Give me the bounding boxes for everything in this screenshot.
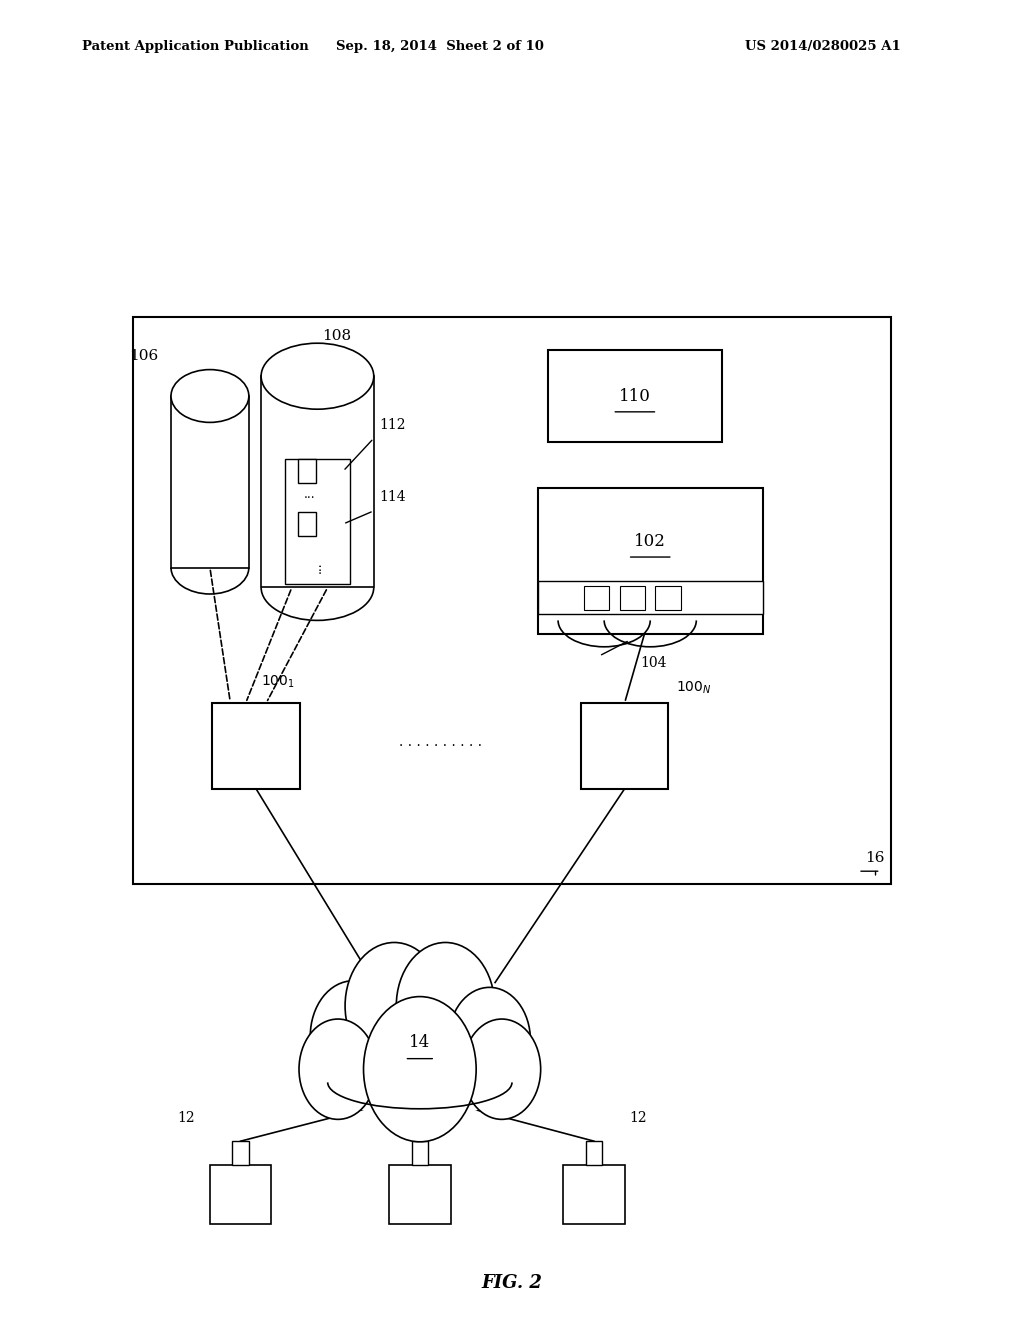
Circle shape: [396, 942, 495, 1069]
Bar: [582, 704, 668, 789]
Bar: [538, 581, 763, 614]
Text: Patent Application Publication: Patent Application Publication: [82, 40, 308, 53]
Ellipse shape: [171, 370, 249, 422]
Text: 12: 12: [397, 1111, 415, 1125]
Bar: [538, 488, 763, 634]
Bar: [655, 586, 681, 610]
Bar: [285, 459, 350, 583]
Bar: [389, 1164, 451, 1225]
Text: 102: 102: [634, 533, 667, 549]
Text: 16: 16: [865, 850, 885, 865]
Circle shape: [310, 981, 396, 1092]
Ellipse shape: [261, 343, 374, 409]
Bar: [261, 376, 374, 587]
Text: FIG. 2: FIG. 2: [481, 1274, 543, 1292]
Ellipse shape: [302, 965, 538, 1119]
Bar: [586, 1140, 602, 1166]
Text: 106: 106: [129, 348, 159, 363]
Bar: [133, 317, 891, 884]
Bar: [412, 1140, 428, 1166]
Bar: [298, 459, 316, 483]
Circle shape: [463, 1019, 541, 1119]
Text: $100_N$: $100_N$: [676, 680, 712, 697]
Text: 110: 110: [618, 388, 651, 404]
Text: 14: 14: [410, 1035, 430, 1051]
Circle shape: [449, 987, 530, 1093]
Bar: [213, 704, 299, 789]
Text: $100_1$: $100_1$: [261, 673, 295, 689]
Bar: [171, 396, 249, 568]
Text: Sep. 18, 2014  Sheet 2 of 10: Sep. 18, 2014 Sheet 2 of 10: [336, 40, 545, 53]
Text: 114: 114: [379, 490, 406, 504]
Bar: [548, 350, 722, 442]
Circle shape: [345, 942, 443, 1069]
Bar: [298, 512, 316, 536]
Text: · · · ·: · · · ·: [707, 591, 731, 602]
Text: ...: ...: [311, 562, 324, 573]
Bar: [563, 1164, 625, 1225]
Bar: [232, 1140, 249, 1166]
Text: ...: ...: [303, 488, 315, 502]
Text: · · · · · · · · · ·: · · · · · · · · · ·: [398, 739, 482, 752]
Text: US 2014/0280025 A1: US 2014/0280025 A1: [745, 40, 901, 53]
Text: 12: 12: [177, 1111, 195, 1125]
Text: 12: 12: [630, 1111, 647, 1125]
Bar: [620, 586, 645, 610]
Circle shape: [364, 997, 476, 1142]
Text: 104: 104: [640, 656, 667, 671]
Bar: [210, 1164, 271, 1225]
Text: 108: 108: [323, 329, 351, 343]
Text: 112: 112: [379, 417, 406, 432]
Bar: [584, 586, 609, 610]
Circle shape: [299, 1019, 377, 1119]
